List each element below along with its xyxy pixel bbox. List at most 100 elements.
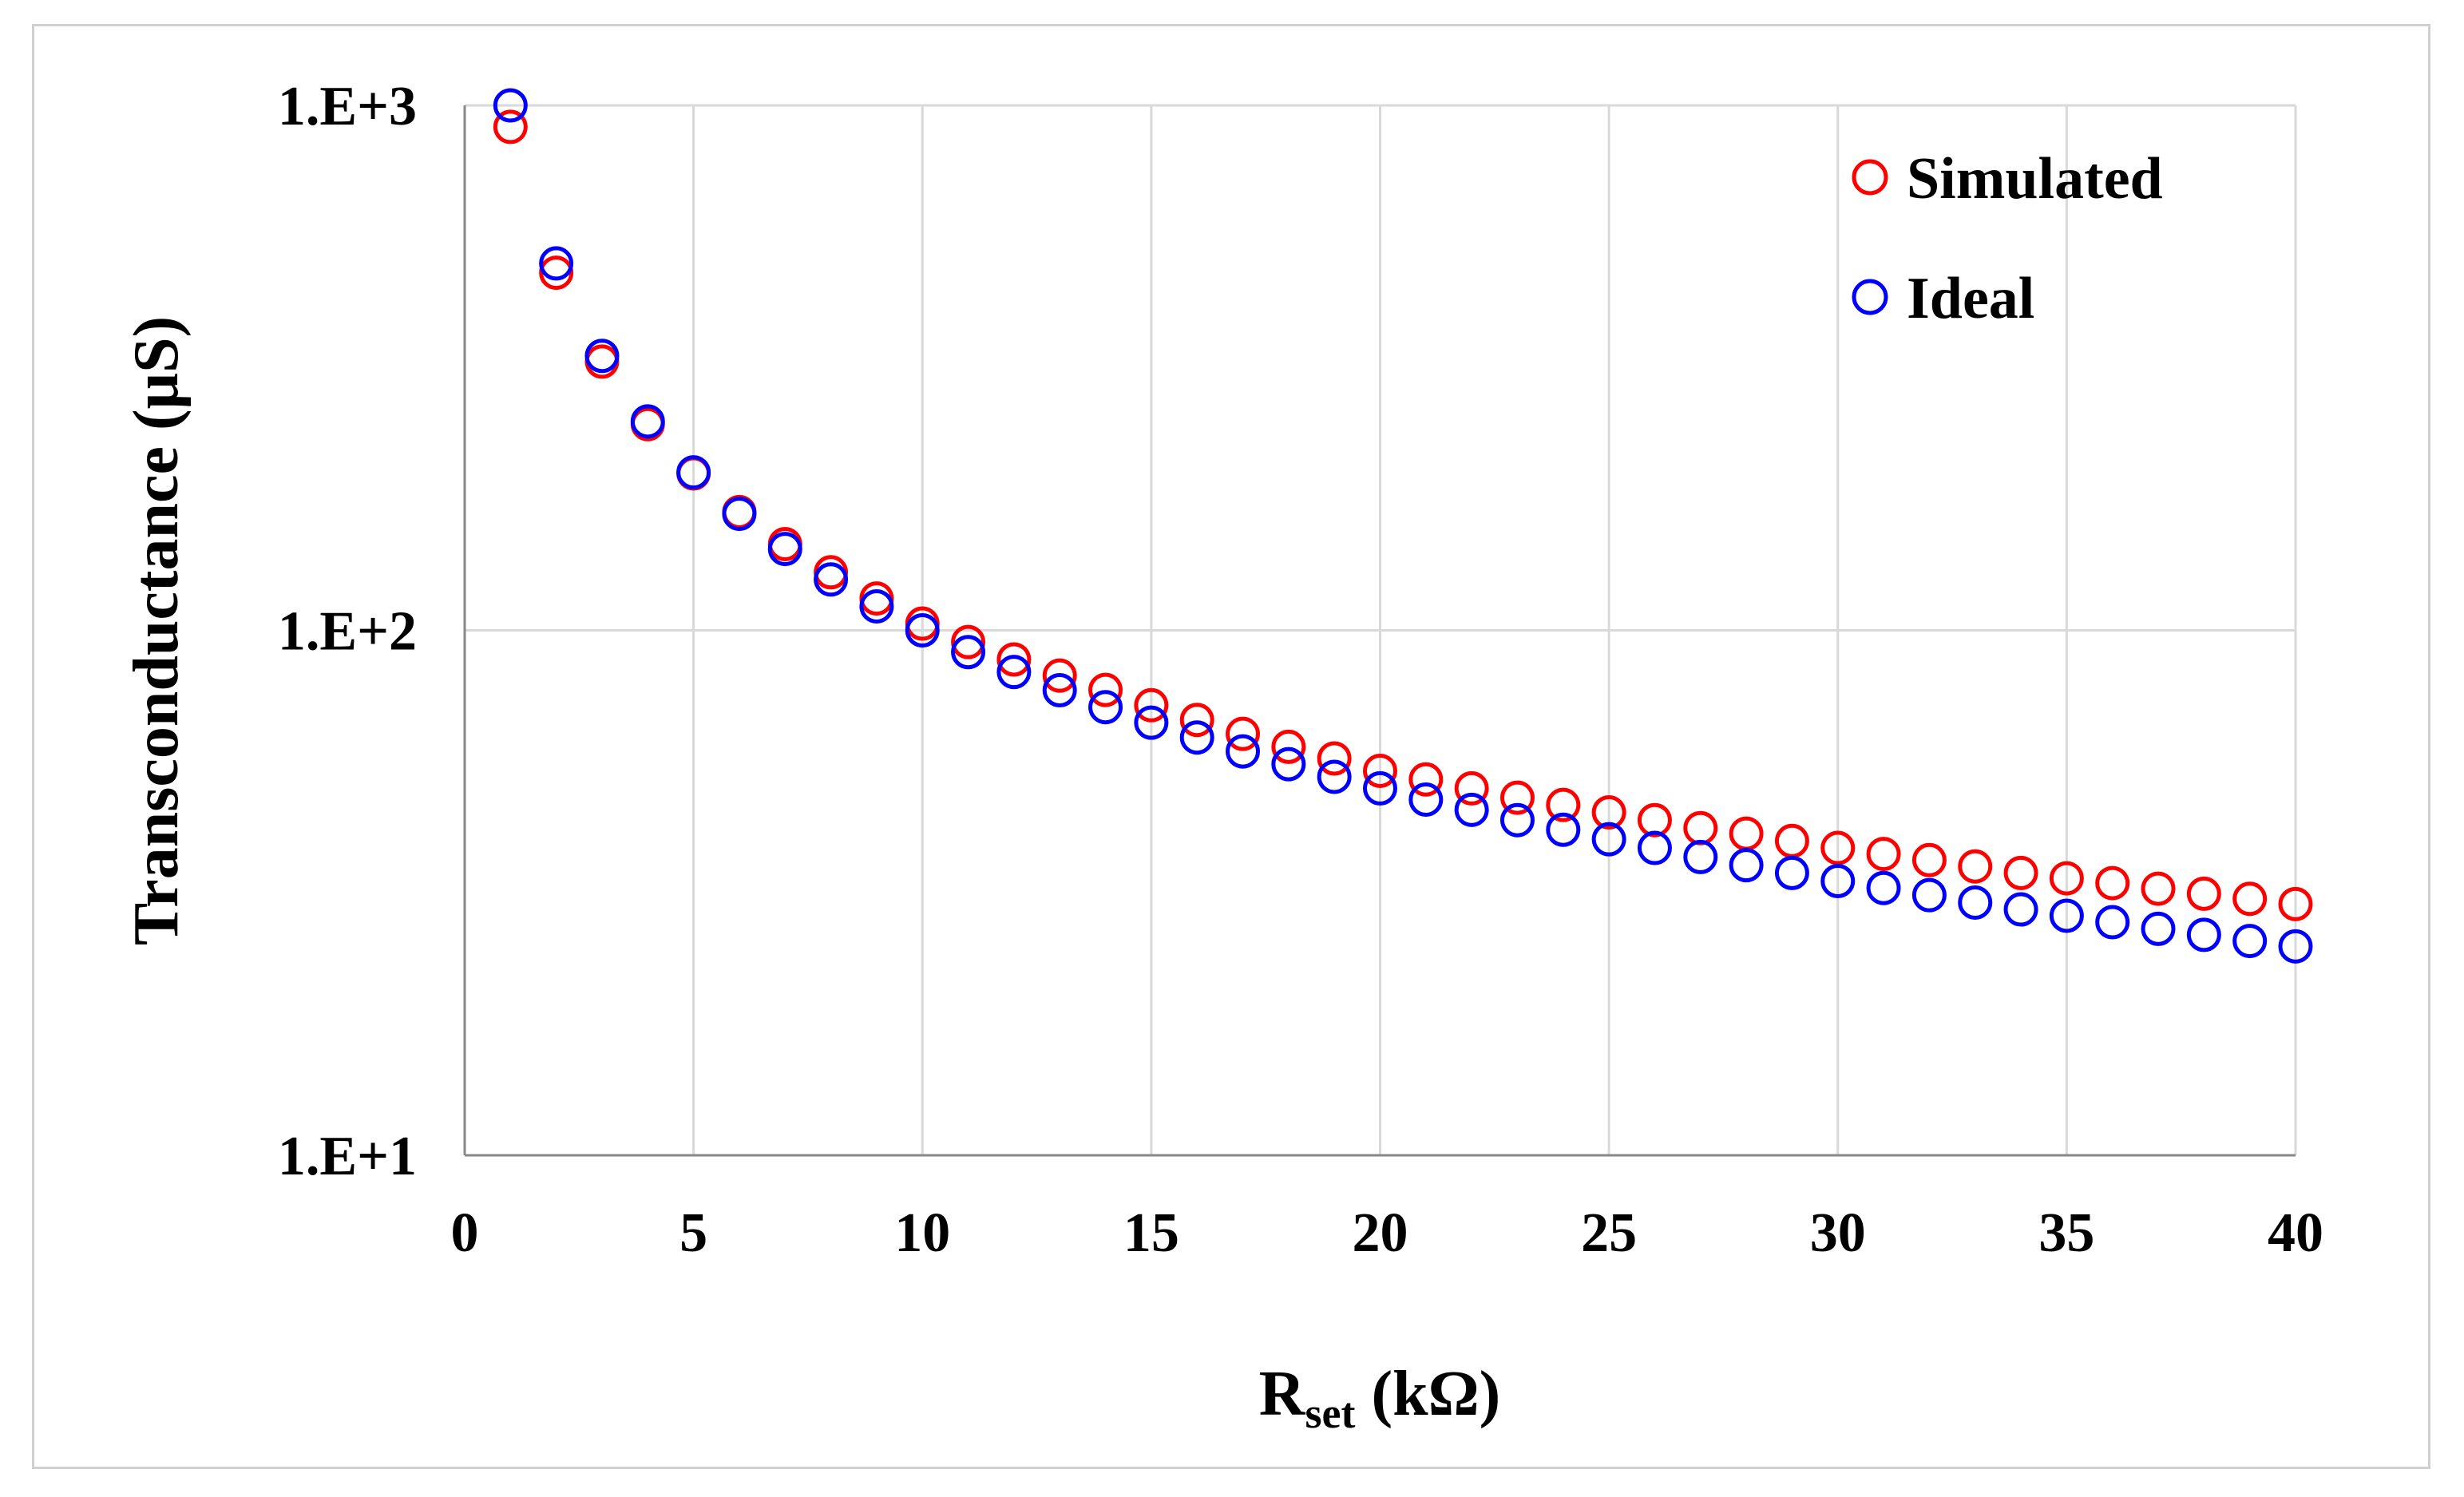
ideal-point xyxy=(767,532,802,567)
x-tick-label: 40 xyxy=(2268,1202,2323,1264)
simulated-point xyxy=(1499,780,1535,815)
ideal-point xyxy=(2003,892,2038,927)
simulated-point xyxy=(996,642,1032,677)
ideal-point xyxy=(859,588,894,624)
ideal-point xyxy=(1820,863,1856,898)
simulated-point xyxy=(2003,855,2038,890)
y-tick-label: 1.E+3 xyxy=(278,76,417,137)
simulated-point xyxy=(2232,881,2268,917)
ideal-point xyxy=(1408,782,1444,817)
x-axis-title-unit: (kΩ) xyxy=(1355,1359,1500,1429)
ideal-point xyxy=(493,88,528,123)
ideal-point xyxy=(1088,690,1123,725)
simulated-point xyxy=(1408,762,1444,797)
simulated-point xyxy=(1363,753,1397,788)
axes-layer xyxy=(463,105,2296,1157)
ideal-point xyxy=(676,455,711,490)
legend-label-simulated: Simulated xyxy=(1907,146,2163,212)
simulated-point xyxy=(2141,871,2176,906)
ideal-point xyxy=(2232,924,2268,959)
ideal-point xyxy=(2141,911,2176,946)
simulated-point xyxy=(1591,795,1626,830)
ideal-point xyxy=(1729,848,1764,883)
simulated-point xyxy=(1317,741,1352,776)
ideal-point xyxy=(1271,747,1306,782)
ideal-point xyxy=(1683,839,1718,874)
ideal-point xyxy=(1042,673,1077,708)
x-tick-label: 35 xyxy=(2038,1202,2094,1264)
y-tick-labels: 1.E+1 1.E+2 1.E+3 xyxy=(278,76,417,1187)
simulated-point xyxy=(539,255,574,291)
ideal-point xyxy=(630,404,665,439)
ideal-point xyxy=(996,655,1032,690)
simulated-point xyxy=(1042,658,1077,693)
simulated-point xyxy=(493,109,528,145)
simulated-point xyxy=(2278,886,2313,921)
x-tick-label: 5 xyxy=(679,1202,707,1264)
ideal-point xyxy=(814,562,849,597)
grid-layer xyxy=(465,104,2297,1155)
ideal-point xyxy=(584,339,620,374)
x-axis-title: Rset (kΩ) xyxy=(1259,1359,1501,1437)
y-tick-label: 1.E+2 xyxy=(278,601,417,663)
ideal-point xyxy=(1499,802,1535,838)
ideal-point xyxy=(2049,898,2084,933)
simulated-point xyxy=(1546,787,1581,822)
simulated-point xyxy=(814,555,849,590)
ideal-point xyxy=(1591,822,1626,857)
simulated-point xyxy=(1683,810,1718,846)
x-tick-label: 30 xyxy=(1810,1202,1866,1264)
ideal-point xyxy=(722,497,757,532)
ideal-point xyxy=(1911,877,1947,913)
ideal-point xyxy=(2186,917,2221,952)
x-tick-label: 10 xyxy=(894,1202,950,1264)
series-simulated xyxy=(493,109,2313,921)
ideal-point xyxy=(1363,770,1397,806)
legend-marker-simulated xyxy=(1852,159,1888,196)
legend-marker-ideal xyxy=(1852,279,1888,315)
x-tick-label: 0 xyxy=(451,1202,479,1264)
simulated-point xyxy=(1088,672,1123,707)
x-tick-labels: 0 5 10 15 20 25 30 35 40 xyxy=(451,1202,2324,1264)
ideal-point xyxy=(951,635,986,670)
ideal-point xyxy=(1134,705,1169,740)
simulated-point xyxy=(2049,861,2084,896)
simulated-point xyxy=(1774,823,1809,858)
simulated-point xyxy=(1271,729,1306,764)
simulated-point xyxy=(2095,865,2130,901)
simulated-point xyxy=(1911,842,1947,877)
ideal-point xyxy=(1454,792,1489,827)
ideal-point xyxy=(905,613,940,648)
ideal-point xyxy=(1866,870,1901,905)
ideal-point xyxy=(1317,759,1352,794)
simulated-point xyxy=(1820,830,1856,865)
simulated-point xyxy=(1179,703,1214,738)
simulated-point xyxy=(2186,876,2221,911)
x-tick-label: 20 xyxy=(1353,1202,1408,1264)
ideal-point xyxy=(1546,812,1581,847)
simulated-point xyxy=(1729,816,1764,851)
ideal-point xyxy=(1179,720,1214,755)
legend-label-ideal: Ideal xyxy=(1907,266,2034,331)
simulated-point xyxy=(1226,716,1261,751)
x-axis-title-subscript: set xyxy=(1305,1389,1355,1437)
simulated-point xyxy=(951,624,986,659)
legend: Simulated Ideal xyxy=(1852,146,2163,331)
ideal-point xyxy=(1637,830,1672,865)
simulated-point xyxy=(1134,687,1169,723)
ideal-point xyxy=(2278,929,2313,964)
simulated-point xyxy=(1637,802,1672,838)
simulated-point xyxy=(1958,849,1993,884)
data-points xyxy=(493,88,2313,964)
y-tick-label: 1.E+1 xyxy=(278,1126,417,1187)
series-ideal xyxy=(493,88,2313,964)
ideal-point xyxy=(1226,734,1261,769)
ideal-point xyxy=(539,246,574,281)
ideal-point xyxy=(1958,885,1993,920)
simulated-point xyxy=(1454,770,1489,806)
simulated-point xyxy=(1866,837,1901,872)
ideal-point xyxy=(1774,855,1809,890)
x-tick-label: 25 xyxy=(1581,1202,1637,1264)
x-tick-label: 15 xyxy=(1123,1202,1179,1264)
